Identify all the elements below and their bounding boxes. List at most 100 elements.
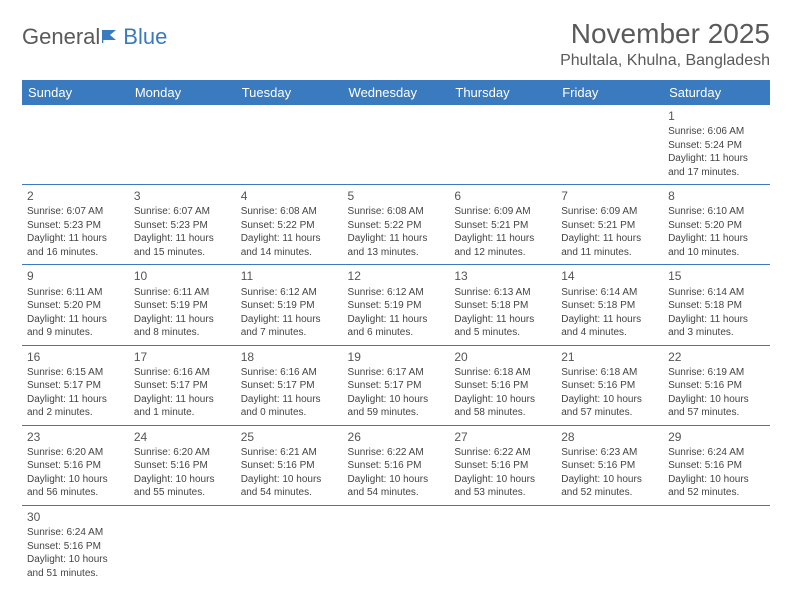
calendar-cell: 15Sunrise: 6:14 AMSunset: 5:18 PMDayligh… (663, 265, 770, 345)
weekday-header: Wednesday (343, 80, 450, 105)
sunset-text: Sunset: 5:22 PM (241, 219, 338, 233)
day-number: 5 (348, 188, 445, 204)
day-number: 2 (27, 188, 124, 204)
sunrise-text: Sunrise: 6:22 AM (454, 446, 551, 460)
sunrise-text: Sunrise: 6:08 AM (241, 205, 338, 219)
calendar-cell: 5Sunrise: 6:08 AMSunset: 5:22 PMDaylight… (343, 185, 450, 265)
logo-text-general: General (22, 24, 100, 50)
day-number: 8 (668, 188, 765, 204)
day-number: 1 (668, 108, 765, 124)
day-number: 7 (561, 188, 658, 204)
sunrise-text: Sunrise: 6:07 AM (134, 205, 231, 219)
sunrise-text: Sunrise: 6:11 AM (134, 286, 231, 300)
calendar-cell (556, 105, 663, 185)
sunrise-text: Sunrise: 6:09 AM (561, 205, 658, 219)
daylight-text: Daylight: 10 hours and 54 minutes. (348, 473, 445, 500)
daylight-text: Daylight: 11 hours and 5 minutes. (454, 313, 551, 340)
calendar-cell: 8Sunrise: 6:10 AMSunset: 5:20 PMDaylight… (663, 185, 770, 265)
calendar-cell (556, 505, 663, 585)
calendar-cell (236, 105, 343, 185)
weekday-header: Thursday (449, 80, 556, 105)
daylight-text: Daylight: 10 hours and 58 minutes. (454, 393, 551, 420)
calendar-cell: 23Sunrise: 6:20 AMSunset: 5:16 PMDayligh… (22, 425, 129, 505)
calendar-cell: 20Sunrise: 6:18 AMSunset: 5:16 PMDayligh… (449, 345, 556, 425)
daylight-text: Daylight: 11 hours and 12 minutes. (454, 232, 551, 259)
daylight-text: Daylight: 11 hours and 4 minutes. (561, 313, 658, 340)
daylight-text: Daylight: 11 hours and 6 minutes. (348, 313, 445, 340)
day-number: 4 (241, 188, 338, 204)
sunrise-text: Sunrise: 6:13 AM (454, 286, 551, 300)
sunset-text: Sunset: 5:19 PM (348, 299, 445, 313)
logo-flag-icon (102, 24, 122, 50)
sunrise-text: Sunrise: 6:17 AM (348, 366, 445, 380)
sunrise-text: Sunrise: 6:24 AM (668, 446, 765, 460)
daylight-text: Daylight: 10 hours and 53 minutes. (454, 473, 551, 500)
sunrise-text: Sunrise: 6:20 AM (134, 446, 231, 460)
calendar-cell: 3Sunrise: 6:07 AMSunset: 5:23 PMDaylight… (129, 185, 236, 265)
calendar-cell: 17Sunrise: 6:16 AMSunset: 5:17 PMDayligh… (129, 345, 236, 425)
day-number: 19 (348, 349, 445, 365)
calendar-cell: 9Sunrise: 6:11 AMSunset: 5:20 PMDaylight… (22, 265, 129, 345)
daylight-text: Daylight: 11 hours and 7 minutes. (241, 313, 338, 340)
daylight-text: Daylight: 10 hours and 57 minutes. (561, 393, 658, 420)
weekday-header: Friday (556, 80, 663, 105)
calendar-cell: 25Sunrise: 6:21 AMSunset: 5:16 PMDayligh… (236, 425, 343, 505)
calendar-cell: 11Sunrise: 6:12 AMSunset: 5:19 PMDayligh… (236, 265, 343, 345)
day-number: 11 (241, 268, 338, 284)
calendar-cell: 14Sunrise: 6:14 AMSunset: 5:18 PMDayligh… (556, 265, 663, 345)
calendar-cell: 18Sunrise: 6:16 AMSunset: 5:17 PMDayligh… (236, 345, 343, 425)
daylight-text: Daylight: 10 hours and 57 minutes. (668, 393, 765, 420)
daylight-text: Daylight: 10 hours and 59 minutes. (348, 393, 445, 420)
sunrise-text: Sunrise: 6:10 AM (668, 205, 765, 219)
calendar-cell: 29Sunrise: 6:24 AMSunset: 5:16 PMDayligh… (663, 425, 770, 505)
weekday-header: Sunday (22, 80, 129, 105)
day-number: 30 (27, 509, 124, 525)
sunset-text: Sunset: 5:21 PM (561, 219, 658, 233)
sunrise-text: Sunrise: 6:16 AM (241, 366, 338, 380)
day-number: 6 (454, 188, 551, 204)
calendar-page: GeneralBlue November 2025 Phultala, Khul… (0, 0, 792, 585)
daylight-text: Daylight: 10 hours and 52 minutes. (561, 473, 658, 500)
calendar-cell: 6Sunrise: 6:09 AMSunset: 5:21 PMDaylight… (449, 185, 556, 265)
sunset-text: Sunset: 5:18 PM (668, 299, 765, 313)
day-number: 25 (241, 429, 338, 445)
day-number: 18 (241, 349, 338, 365)
sunset-text: Sunset: 5:21 PM (454, 219, 551, 233)
calendar-cell: 16Sunrise: 6:15 AMSunset: 5:17 PMDayligh… (22, 345, 129, 425)
sunset-text: Sunset: 5:16 PM (348, 459, 445, 473)
calendar-cell: 19Sunrise: 6:17 AMSunset: 5:17 PMDayligh… (343, 345, 450, 425)
daylight-text: Daylight: 11 hours and 16 minutes. (27, 232, 124, 259)
daylight-text: Daylight: 10 hours and 56 minutes. (27, 473, 124, 500)
sunset-text: Sunset: 5:16 PM (668, 379, 765, 393)
sunset-text: Sunset: 5:16 PM (27, 459, 124, 473)
calendar-row: 16Sunrise: 6:15 AMSunset: 5:17 PMDayligh… (22, 345, 770, 425)
sunset-text: Sunset: 5:19 PM (241, 299, 338, 313)
sunrise-text: Sunrise: 6:21 AM (241, 446, 338, 460)
day-number: 27 (454, 429, 551, 445)
daylight-text: Daylight: 11 hours and 10 minutes. (668, 232, 765, 259)
calendar-cell: 4Sunrise: 6:08 AMSunset: 5:22 PMDaylight… (236, 185, 343, 265)
calendar-cell (129, 105, 236, 185)
sunset-text: Sunset: 5:17 PM (241, 379, 338, 393)
sunrise-text: Sunrise: 6:24 AM (27, 526, 124, 540)
calendar-table: Sunday Monday Tuesday Wednesday Thursday… (22, 80, 770, 585)
calendar-cell (129, 505, 236, 585)
sunrise-text: Sunrise: 6:14 AM (668, 286, 765, 300)
daylight-text: Daylight: 11 hours and 14 minutes. (241, 232, 338, 259)
sunset-text: Sunset: 5:18 PM (561, 299, 658, 313)
daylight-text: Daylight: 11 hours and 11 minutes. (561, 232, 658, 259)
sunrise-text: Sunrise: 6:20 AM (27, 446, 124, 460)
calendar-row: 1Sunrise: 6:06 AMSunset: 5:24 PMDaylight… (22, 105, 770, 185)
calendar-cell: 22Sunrise: 6:19 AMSunset: 5:16 PMDayligh… (663, 345, 770, 425)
day-number: 22 (668, 349, 765, 365)
sunset-text: Sunset: 5:16 PM (27, 540, 124, 554)
day-number: 12 (348, 268, 445, 284)
weekday-header: Saturday (663, 80, 770, 105)
calendar-cell (663, 505, 770, 585)
sunrise-text: Sunrise: 6:08 AM (348, 205, 445, 219)
sunrise-text: Sunrise: 6:06 AM (668, 125, 765, 139)
daylight-text: Daylight: 11 hours and 13 minutes. (348, 232, 445, 259)
daylight-text: Daylight: 10 hours and 52 minutes. (668, 473, 765, 500)
day-number: 10 (134, 268, 231, 284)
sunset-text: Sunset: 5:17 PM (27, 379, 124, 393)
